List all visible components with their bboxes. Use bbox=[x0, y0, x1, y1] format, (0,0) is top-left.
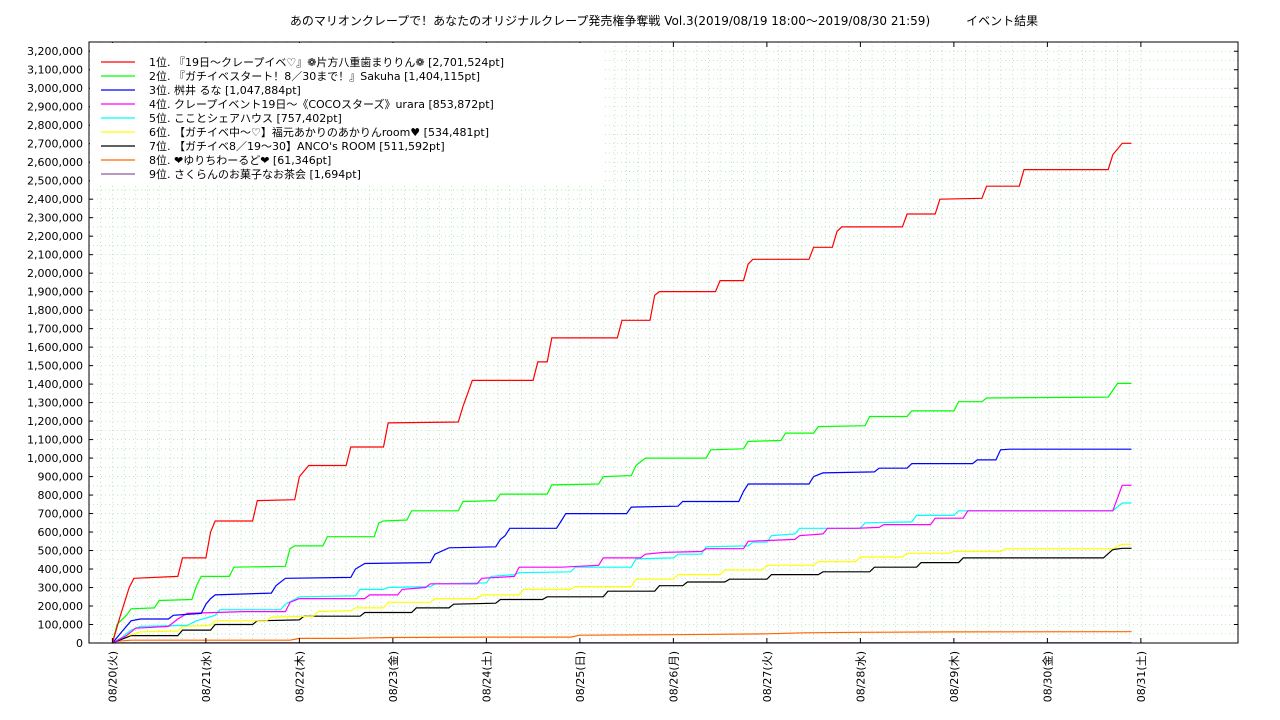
x-tick-label: 08/27(火) bbox=[761, 651, 774, 702]
y-tick-label: 1,800,000 bbox=[27, 304, 83, 317]
series-line-4 bbox=[112, 484, 1132, 644]
legend-entry: 3位. 桝井 るな [1,047,884pt] bbox=[149, 83, 301, 97]
y-tick-label: 2,900,000 bbox=[27, 101, 83, 114]
y-tick-label: 2,800,000 bbox=[27, 119, 83, 132]
y-tick-label: 100,000 bbox=[38, 619, 84, 632]
y-tick-label: 3,100,000 bbox=[27, 64, 83, 77]
y-tick-label: 1,600,000 bbox=[27, 341, 83, 354]
legend-entry: 8位. ❤ゆりちわーるど❤ [61,346pt] bbox=[149, 153, 331, 167]
legend-entry: 7位. 【ガチイベ8／19〜30】ANCO's ROOM [511,592pt] bbox=[149, 139, 445, 153]
y-tick-label: 500,000 bbox=[38, 545, 84, 558]
legend-entry: 9位. さくらんのお菓子なお茶会 [1,694pt] bbox=[149, 167, 361, 181]
x-tick-label: 08/20(火) bbox=[106, 651, 119, 702]
y-tick-label: 1,200,000 bbox=[27, 415, 83, 428]
series-line-8 bbox=[112, 631, 1132, 644]
x-axis: 08/20(火) 08/21(水) 08/22(木) 08/23(金) 08/24(土)… bbox=[106, 42, 1148, 702]
x-tick-label: 08/31(土) bbox=[1135, 651, 1148, 702]
y-tick-label: 1,100,000 bbox=[27, 434, 83, 447]
y-tick-label: 0 bbox=[76, 637, 83, 650]
y-tick-label: 2,300,000 bbox=[27, 212, 83, 225]
plot-frame bbox=[88, 41, 1239, 644]
y-tick-label: 1,300,000 bbox=[27, 397, 83, 410]
y-tick-label: 600,000 bbox=[38, 526, 84, 539]
y-tick-label: 1,000,000 bbox=[27, 452, 83, 465]
y-tick-label: 1,900,000 bbox=[27, 286, 83, 299]
y-tick-label: 700,000 bbox=[38, 508, 84, 521]
chart-title: あのマリオンクレープで！あなたのオリジナルクレープ発売権争奪戦 Vol.3(20… bbox=[290, 13, 1038, 28]
y-tick-label: 1,700,000 bbox=[27, 323, 83, 336]
y-tick-label: 800,000 bbox=[38, 489, 84, 502]
series-line-1 bbox=[111, 142, 1132, 644]
y-tick-label: 900,000 bbox=[38, 471, 84, 484]
x-tick-label: 08/24(土) bbox=[480, 651, 493, 702]
y-tick-label: 2,200,000 bbox=[27, 230, 83, 243]
series-line-2 bbox=[111, 382, 1132, 644]
series-line-3 bbox=[111, 448, 1132, 644]
x-tick-label: 08/29(木) bbox=[948, 651, 961, 702]
legend-entry: 1位. 『19日〜クレープイベ♡』❁片方八重歯まりりん❁ [2,701,524p… bbox=[149, 55, 504, 69]
y-tick-label: 1,500,000 bbox=[27, 360, 83, 373]
y-tick-label: 1,400,000 bbox=[27, 378, 83, 391]
y-tick-label: 2,000,000 bbox=[27, 267, 83, 280]
legend-entry: 4位. クレープイベント19日〜《COCOスターズ》urara [853,872… bbox=[149, 97, 494, 111]
y-tick-label: 2,600,000 bbox=[27, 156, 83, 169]
series-line-7 bbox=[112, 547, 1132, 644]
legend: 1位. 『19日〜クレープイベ♡』❁片方八重歯まりりん❁ [2,701,524p… bbox=[90, 43, 605, 186]
y-tick-label: 3,000,000 bbox=[27, 82, 83, 95]
y-tick-label: 400,000 bbox=[38, 563, 84, 576]
series-line-6 bbox=[112, 543, 1132, 644]
y-tick-label: 200,000 bbox=[38, 600, 84, 613]
legend-entry: 2位. 『ガチイベスタート！8／30まで！』Sakuha [1,404,115p… bbox=[149, 69, 480, 83]
x-tick-label: 08/22(木) bbox=[293, 651, 306, 702]
x-tick-label: 08/21(水) bbox=[200, 651, 213, 702]
legend-entry: 6位. 【ガチイベ中〜♡】福元あかりのあかりんroom♥ [534,481pt] bbox=[149, 125, 489, 139]
y-tick-label: 2,100,000 bbox=[27, 249, 83, 262]
x-tick-label: 08/26(月) bbox=[667, 651, 680, 702]
y-tick-label: 2,700,000 bbox=[27, 138, 83, 151]
series-line-5 bbox=[112, 502, 1132, 644]
y-tick-label: 3,200,000 bbox=[27, 45, 83, 58]
x-tick-label: 08/28(水) bbox=[854, 651, 867, 702]
legend-background bbox=[90, 43, 605, 186]
x-tick-label: 08/25(日) bbox=[574, 651, 587, 702]
legend-entry: 5位. こことシェアハウス [757,402pt] bbox=[149, 111, 342, 125]
y-axis: 0 100,000 200,000 300,000 400,000 500,000 600,… bbox=[27, 45, 1238, 650]
x-tick-label: 08/30(金) bbox=[1040, 651, 1054, 702]
y-tick-label: 2,500,000 bbox=[27, 175, 83, 188]
y-tick-label: 300,000 bbox=[38, 582, 84, 595]
x-tick-label: 08/23(金) bbox=[386, 651, 400, 702]
y-tick-label: 2,400,000 bbox=[27, 193, 83, 206]
